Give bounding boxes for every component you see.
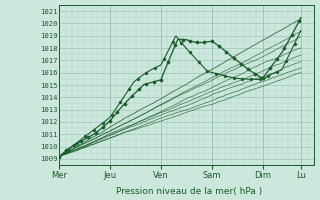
Text: Pression niveau de la mer( hPa ): Pression niveau de la mer( hPa ) [116,187,262,196]
